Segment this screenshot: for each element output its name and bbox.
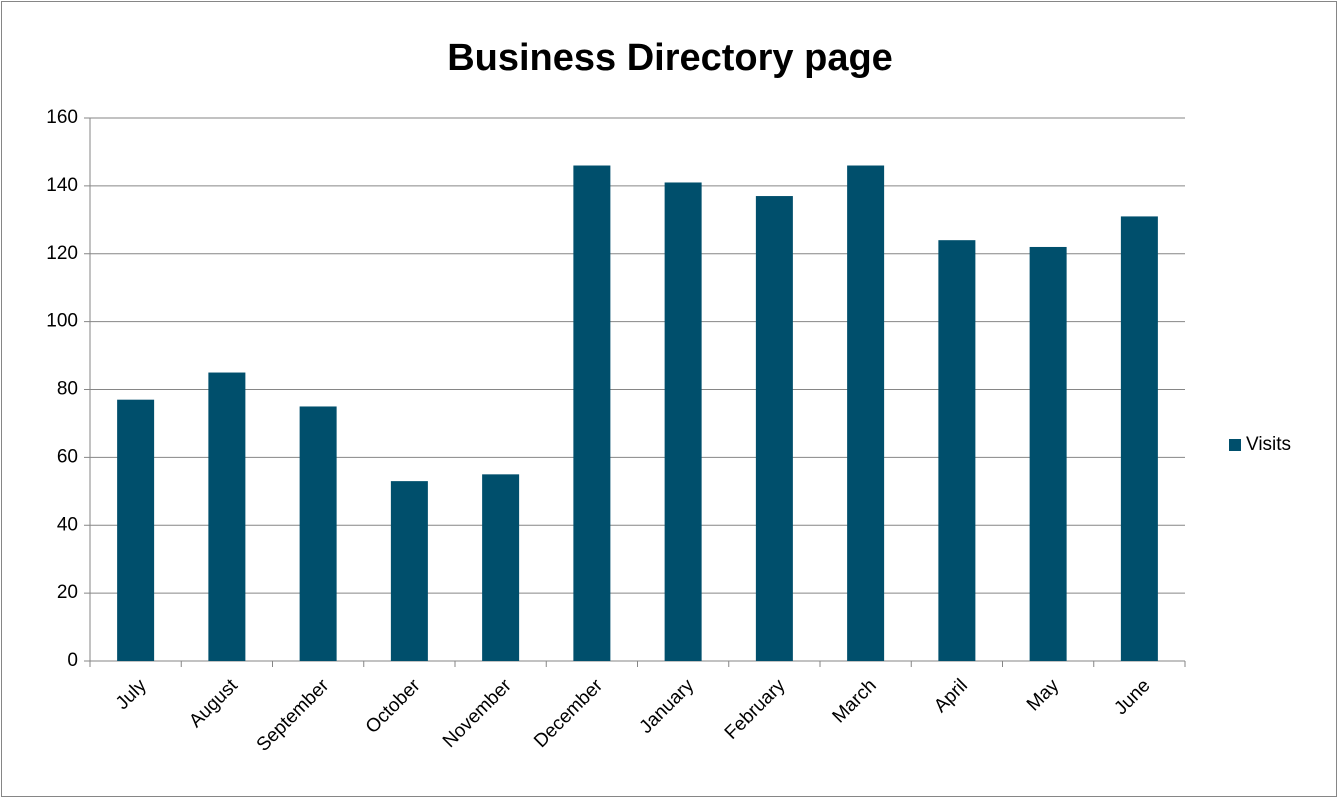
legend-swatch	[1229, 439, 1241, 451]
bar	[299, 406, 337, 661]
y-tick-label: 0	[67, 650, 78, 671]
bar	[1120, 216, 1158, 661]
bar	[847, 165, 885, 661]
bar	[482, 474, 520, 661]
bar	[664, 182, 702, 661]
chart-title: Business Directory page	[447, 37, 893, 79]
legend-label: Visits	[1246, 434, 1291, 455]
y-tick-label: 160	[46, 107, 78, 128]
bar	[755, 196, 793, 661]
bar	[117, 399, 155, 661]
bar	[938, 240, 976, 662]
y-tick-label: 20	[57, 582, 78, 603]
y-tick-label: 40	[57, 514, 78, 535]
bar	[1029, 246, 1067, 661]
bar	[208, 372, 246, 661]
y-tick-label: 60	[57, 446, 78, 467]
y-tick-label: 120	[46, 243, 78, 264]
bar	[573, 165, 611, 661]
y-tick-label: 100	[46, 311, 78, 332]
y-tick-label: 80	[57, 379, 78, 400]
y-tick-label: 140	[46, 175, 78, 196]
bar	[390, 481, 428, 661]
